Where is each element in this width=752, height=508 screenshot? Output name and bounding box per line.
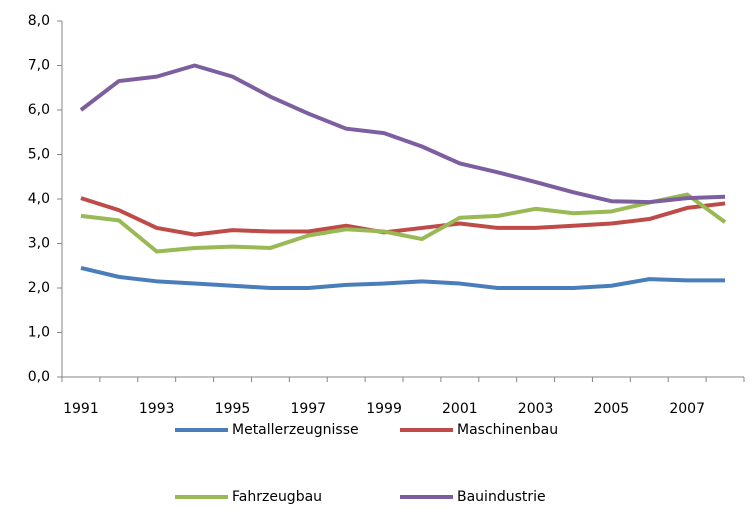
y-tick-label: 6,0 [28,102,50,118]
x-tick-label: 1997 [290,401,326,417]
x-tick-label: 1995 [215,401,251,417]
y-tick-label: 0,0 [28,369,50,385]
y-tick-label: 5,0 [28,147,50,163]
legend-label: Maschinenbau [457,422,558,438]
y-tick-label: 3,0 [28,236,50,252]
series-line [79,63,726,205]
y-tick-label: 1,0 [28,325,50,341]
x-tick-label: 2003 [518,401,554,417]
y-tick-label: 7,0 [28,58,50,74]
series-line [80,196,726,237]
series-line [80,192,727,254]
legend-label: Fahrzeugbau [232,489,322,505]
y-tick-label: 2,0 [28,280,50,296]
x-tick-label: 1991 [63,401,99,417]
x-tick-label: 1993 [139,401,175,417]
x-tick-label: 2007 [669,401,705,417]
legend-label: Metallerzeugnisse [232,422,359,438]
y-tick-label: 8,0 [28,13,50,29]
y-tick-label: 4,0 [28,191,50,207]
x-tick-label: 2005 [594,401,630,417]
x-tick-label: 1999 [366,401,402,417]
legend-label: Bauindustrie [457,489,546,505]
series-line [80,266,726,290]
x-tick-label: 2001 [442,401,478,417]
